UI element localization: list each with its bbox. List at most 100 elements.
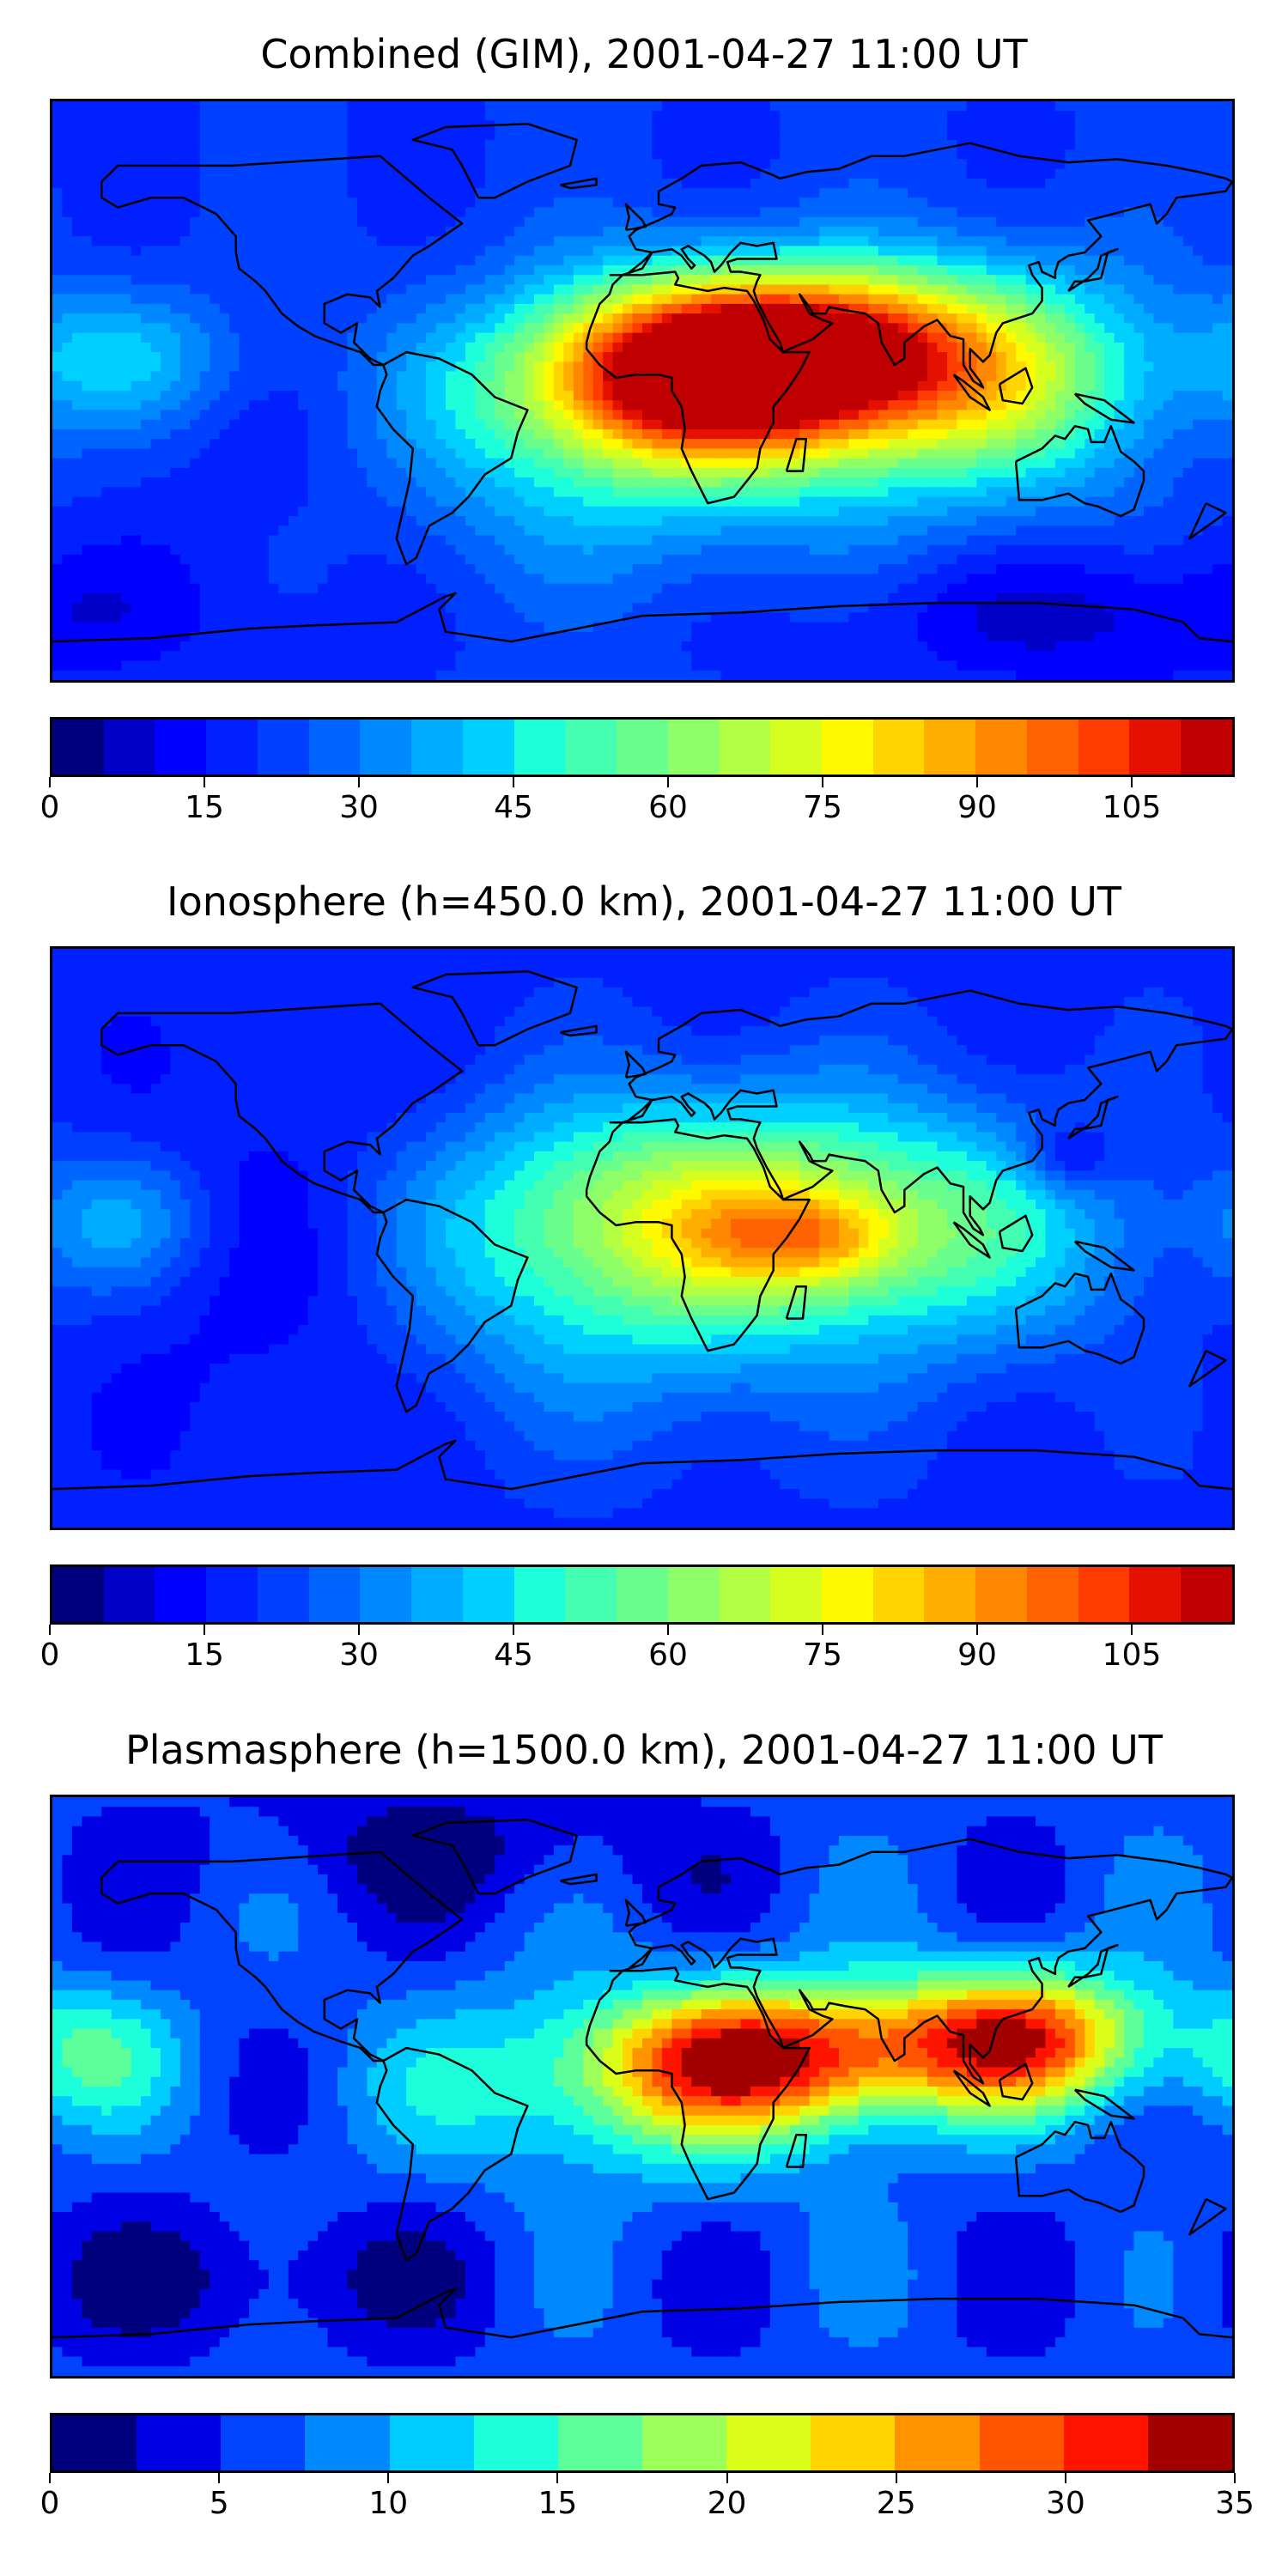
tec-cell [71,130,83,141]
tec-cell [465,332,477,343]
tec-cell [396,197,407,209]
tec-cell [1005,188,1017,199]
tec-cell [966,332,978,343]
tec-cell [592,255,604,266]
tec-cell [229,487,240,498]
tec-cell [583,246,594,257]
tec-cell [868,246,879,257]
tec-cell [1016,410,1027,421]
tec-cell [1005,216,1017,228]
tec-cell [426,120,437,131]
tec-cell [455,391,466,402]
tec-cell [534,439,545,450]
tec-cell [1202,439,1213,450]
tec-cell [878,448,890,459]
tec-cell [1045,264,1056,276]
tec-cell [71,120,83,131]
tec-cell [603,352,614,363]
tec-cell [258,303,270,314]
tec-cell [632,428,643,440]
tec-cell [288,439,300,450]
tec-cell [524,448,535,459]
tec-cell [583,264,594,276]
tec-cell [475,400,486,411]
tec-cell [908,352,919,363]
tec-cell [131,380,142,392]
tec-cell [426,275,437,286]
tec-cell [1025,467,1036,478]
tec-cell [1065,168,1076,179]
tec-cell [868,130,879,141]
tec-cell [1124,227,1135,238]
tec-cell [583,216,594,228]
tec-cell [897,120,908,131]
tec-cell [396,139,407,150]
tec-cell [612,352,623,363]
tec-cell [426,496,437,507]
tec-cell [996,264,1007,276]
tec-cell [917,188,928,199]
tec-cell [642,323,653,334]
tec-cell [288,216,300,228]
tec-cell [82,178,93,189]
tec-cell [976,120,987,131]
tec-cell [671,178,683,189]
tec-cell [121,410,132,421]
tec-cell [1124,391,1135,402]
tec-cell [52,227,64,238]
tec-cell [416,428,427,440]
tec-cell [809,264,820,276]
tec-cell [210,496,221,507]
tec-cell [318,139,329,150]
tec-cell [652,168,663,179]
tec-cell [1143,313,1155,325]
tec-cell [337,332,349,343]
tec-cell [769,149,781,161]
tec-cell [553,419,565,430]
tec-cell [484,487,496,498]
tec-cell [1094,139,1105,150]
tec-cell [888,448,899,459]
tec-cell [1193,284,1204,295]
tec-cell [249,294,260,305]
tec-cell [769,197,781,209]
tec-cell [1065,313,1076,325]
tec-cell [504,419,515,430]
tec-cell [897,111,908,122]
tec-cell [416,487,427,498]
tec-cell [839,236,850,247]
tec-cell [632,496,643,507]
tec-cell [288,342,300,353]
tec-cell [179,313,191,325]
tec-cell [623,342,634,353]
tec-cell [868,227,879,238]
tec-cell [307,467,319,478]
tec-cell [809,236,820,247]
tec-cell [1104,352,1115,363]
tec-cell [1143,391,1155,402]
tec-cell [731,159,742,170]
tec-cell [337,477,349,489]
tec-cell [908,448,919,459]
tec-cell [897,264,908,276]
tec-cell [1005,380,1017,392]
tec-cell [356,313,368,325]
tec-cell [504,487,515,498]
tec-cell [740,294,751,305]
tec-cell [258,149,270,161]
tec-cell [888,400,899,411]
tec-cell [1036,227,1047,238]
tec-cell [229,477,240,489]
tec-cell [71,188,83,199]
tec-cell [327,264,338,276]
tec-cell [711,352,722,363]
tec-cell [652,207,663,218]
tec-cell [229,496,240,507]
tec-cell [927,246,939,257]
tec-cell [416,400,427,411]
tec-cell [691,496,702,507]
tec-cell [356,410,368,421]
tec-cell [760,120,771,131]
tec-cell [780,149,791,161]
tec-cell [52,188,64,199]
